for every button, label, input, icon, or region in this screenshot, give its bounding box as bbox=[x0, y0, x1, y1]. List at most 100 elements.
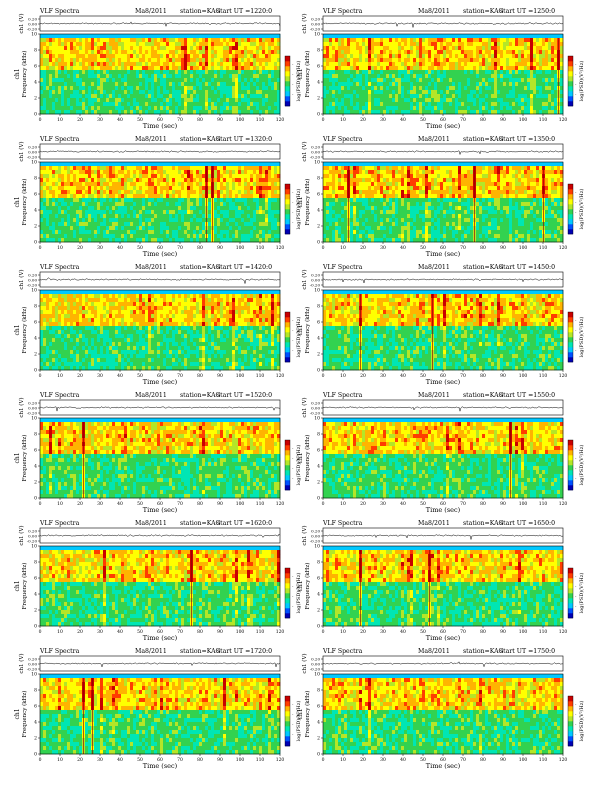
colorbar-tick-label: - bbox=[292, 72, 294, 77]
spectrogram-cell bbox=[148, 186, 152, 191]
spectrogram-cell bbox=[67, 166, 71, 171]
spectrogram-cell bbox=[112, 214, 116, 219]
spectrogram-cell bbox=[223, 202, 227, 207]
spectrogram-cell bbox=[214, 90, 218, 95]
spectrogram-cell bbox=[109, 42, 113, 47]
spectrogram-cell bbox=[524, 50, 528, 55]
spectrogram-cell bbox=[52, 210, 56, 215]
spectrogram-cell bbox=[214, 62, 218, 67]
spectrogram-cell bbox=[449, 34, 453, 39]
spectrogram-cell bbox=[154, 90, 158, 95]
spectrogram-cell bbox=[157, 234, 161, 239]
spectrogram-cell bbox=[244, 218, 248, 223]
spectrogram-cell bbox=[419, 38, 423, 43]
spectrogram-cell bbox=[386, 66, 390, 71]
spectrogram-cell bbox=[64, 46, 68, 51]
spectrogram-cell bbox=[398, 54, 402, 59]
spectrogram-cell bbox=[250, 230, 254, 235]
spectrogram-cell bbox=[211, 102, 215, 107]
time-tick-label: 50 bbox=[137, 245, 143, 251]
spectrogram-cell bbox=[157, 202, 161, 207]
spectrogram-cell bbox=[446, 58, 450, 63]
spectrogram-cell bbox=[434, 34, 438, 39]
spectrogram-cell bbox=[145, 54, 149, 59]
spectrogram-cell bbox=[64, 238, 68, 243]
spectrogram-cell bbox=[350, 86, 354, 91]
spectrogram-cell bbox=[124, 82, 128, 87]
spectrogram-cell bbox=[130, 62, 134, 67]
spectrogram-cell bbox=[256, 226, 260, 231]
spectrogram-cell bbox=[259, 234, 263, 239]
spectrogram-cell bbox=[121, 42, 125, 47]
spectrogram-cell bbox=[94, 218, 98, 223]
spectrogram-cell bbox=[112, 74, 116, 79]
spectrogram-cell bbox=[244, 110, 248, 115]
spectrogram-cell bbox=[350, 102, 354, 107]
spectrogram-cell bbox=[371, 82, 375, 87]
spectrogram-cell bbox=[259, 226, 263, 231]
spectrogram-cell bbox=[247, 186, 251, 191]
spectrogram-cell bbox=[175, 74, 179, 79]
spectrogram-cell bbox=[422, 78, 426, 83]
spectrogram-cell bbox=[413, 70, 417, 75]
spectrogram-cell bbox=[181, 202, 185, 207]
spectrogram-cell bbox=[127, 222, 131, 227]
spectrogram-cell bbox=[374, 62, 378, 67]
spectrogram-cell bbox=[229, 206, 233, 211]
spectrogram-cell bbox=[488, 110, 492, 115]
spectrogram-cell bbox=[271, 38, 275, 43]
spectrogram-cell bbox=[199, 90, 203, 95]
spectrogram-cell bbox=[503, 98, 507, 103]
spectrogram-cell bbox=[217, 58, 221, 63]
spectrogram-cell bbox=[536, 38, 540, 43]
spectrogram-cell bbox=[512, 38, 516, 43]
spectrogram-cell bbox=[232, 194, 236, 199]
spectrogram-cell bbox=[467, 54, 471, 59]
spectrogram-cell bbox=[49, 218, 53, 223]
spectrogram-cell bbox=[85, 110, 89, 115]
spectrogram-cell bbox=[67, 90, 71, 95]
spectrogram-cell bbox=[458, 70, 462, 75]
spectrogram-cell bbox=[58, 198, 62, 203]
spectrogram-cell bbox=[497, 78, 501, 83]
spectrogram-cell bbox=[362, 62, 366, 67]
spectrogram-cell bbox=[190, 34, 194, 39]
spectrogram-cell bbox=[235, 34, 239, 39]
spectrogram-cell bbox=[232, 62, 236, 67]
spectrogram-cell bbox=[172, 106, 176, 111]
spectrogram-cell bbox=[52, 234, 56, 239]
spectrogram-cell bbox=[259, 222, 263, 227]
spectrogram-cell bbox=[130, 42, 134, 47]
spectrogram-cell bbox=[88, 234, 92, 239]
spectrogram-cell bbox=[371, 110, 375, 115]
spectrogram-cell bbox=[509, 42, 513, 47]
spectrogram-cell bbox=[356, 70, 360, 75]
spectrogram-cell bbox=[160, 174, 164, 179]
spectrogram-cell bbox=[88, 238, 92, 243]
time-tick-label: 50 bbox=[137, 117, 143, 123]
spectrogram-cell bbox=[214, 38, 218, 43]
spectrogram-cell bbox=[244, 62, 248, 67]
spectrogram-cell bbox=[539, 98, 543, 103]
spectrogram-cell bbox=[226, 74, 230, 79]
spectrogram-cell bbox=[274, 170, 278, 175]
spectrogram-cell bbox=[46, 46, 50, 51]
spectrogram-cell bbox=[250, 182, 254, 187]
spectrogram-cell bbox=[356, 42, 360, 47]
spectrogram-cell bbox=[148, 174, 152, 179]
spectrogram-cell bbox=[359, 38, 363, 43]
spectrogram-cell bbox=[199, 42, 203, 47]
spectrogram-cell bbox=[536, 82, 540, 87]
spectrogram-cell bbox=[88, 86, 92, 91]
spectrogram-cell bbox=[46, 182, 50, 187]
spectrogram-cell bbox=[160, 186, 164, 191]
spectrogram-cell bbox=[220, 42, 224, 47]
spectrogram-cell bbox=[413, 62, 417, 67]
spectrogram-cell bbox=[449, 106, 453, 111]
spectrogram-cell bbox=[190, 186, 194, 191]
spectrogram-cell bbox=[479, 38, 483, 43]
spectrogram-cell bbox=[49, 202, 53, 207]
spectrogram-cell bbox=[235, 230, 239, 235]
spectrogram-cell bbox=[473, 98, 477, 103]
spectrogram-cell bbox=[422, 54, 426, 59]
